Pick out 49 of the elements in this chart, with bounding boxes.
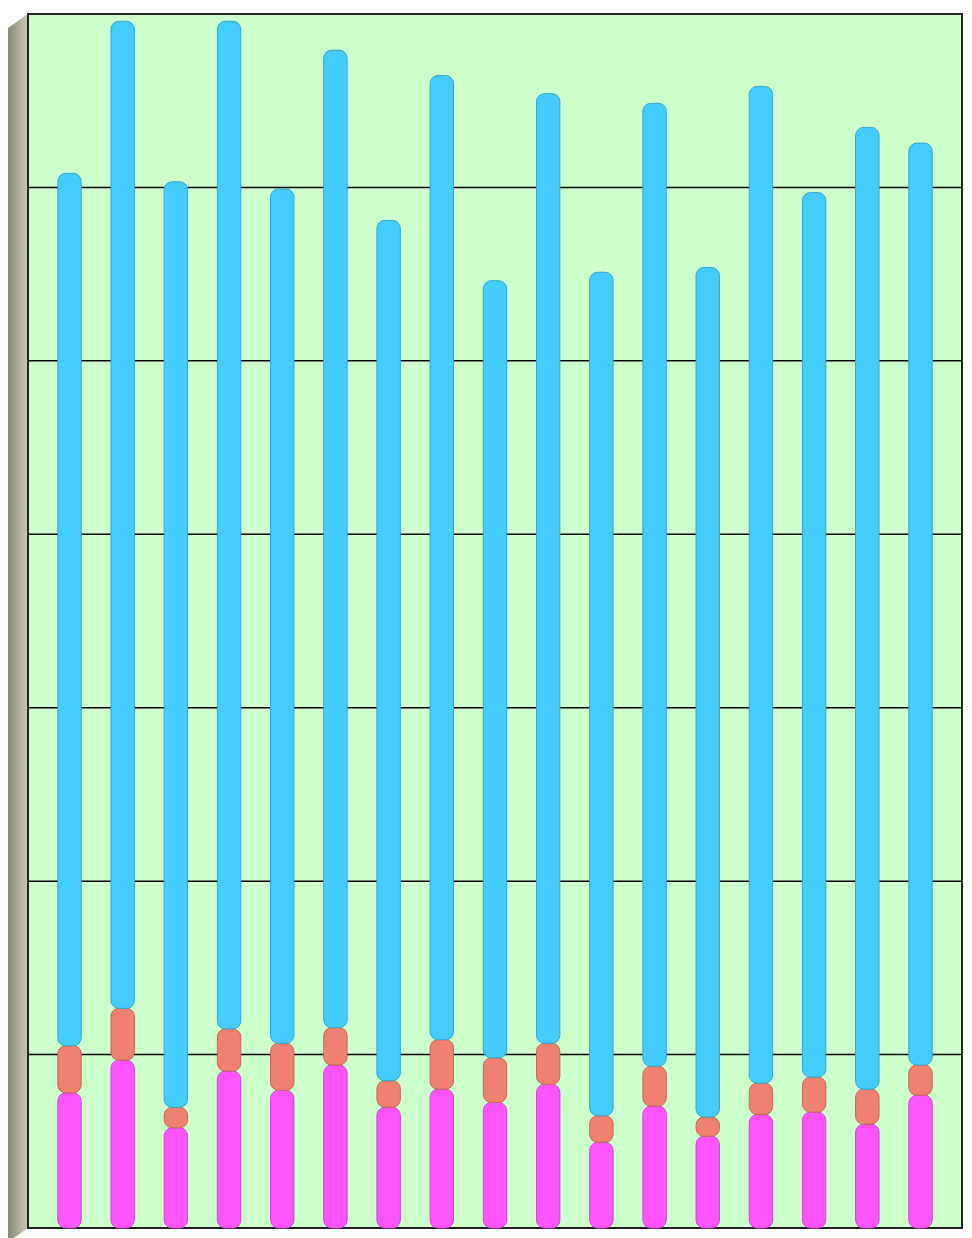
- bar: [748, 1082, 774, 1116]
- bar: [589, 1115, 614, 1143]
- bar: [642, 102, 667, 1067]
- bar: [110, 20, 135, 1009]
- bar: [748, 1114, 774, 1229]
- bar: [270, 1089, 295, 1229]
- bar: [57, 1092, 82, 1229]
- bar: [908, 1094, 933, 1229]
- bar: [855, 1123, 880, 1229]
- bar: [855, 1088, 880, 1125]
- bar: [216, 1070, 242, 1229]
- bar: [642, 1065, 667, 1107]
- bar: [163, 1127, 189, 1229]
- bar: [429, 1088, 455, 1229]
- bar: [855, 126, 880, 1090]
- bar: [216, 1028, 242, 1072]
- bar: [535, 93, 561, 1044]
- bar: [908, 1064, 933, 1096]
- bar: [642, 1105, 667, 1229]
- bar: [535, 1083, 561, 1229]
- bar: [589, 1141, 614, 1229]
- bar: [323, 1064, 348, 1229]
- bar: [110, 1007, 135, 1061]
- bar: [376, 219, 401, 1082]
- bar: [801, 1111, 827, 1229]
- bar: [535, 1042, 561, 1085]
- bar: [429, 1039, 455, 1090]
- bar: [429, 75, 455, 1041]
- bar: [908, 142, 933, 1066]
- bar: [695, 266, 720, 1118]
- bar: [482, 1057, 508, 1103]
- bar: [801, 1076, 827, 1113]
- bar: [57, 1045, 82, 1094]
- bar: [216, 20, 242, 1030]
- bar: [270, 1042, 295, 1091]
- bar: [801, 192, 827, 1078]
- bar: [482, 280, 508, 1059]
- bar: [695, 1135, 720, 1229]
- bar: [163, 181, 189, 1108]
- bar: [482, 1102, 508, 1229]
- bar: [748, 85, 774, 1084]
- bar: [57, 172, 82, 1047]
- bar: [270, 188, 295, 1044]
- bar: [589, 271, 614, 1117]
- bar: [376, 1080, 401, 1108]
- bar: [323, 1027, 348, 1066]
- bar: [376, 1106, 401, 1229]
- bar: [323, 49, 348, 1029]
- bar: [110, 1059, 135, 1229]
